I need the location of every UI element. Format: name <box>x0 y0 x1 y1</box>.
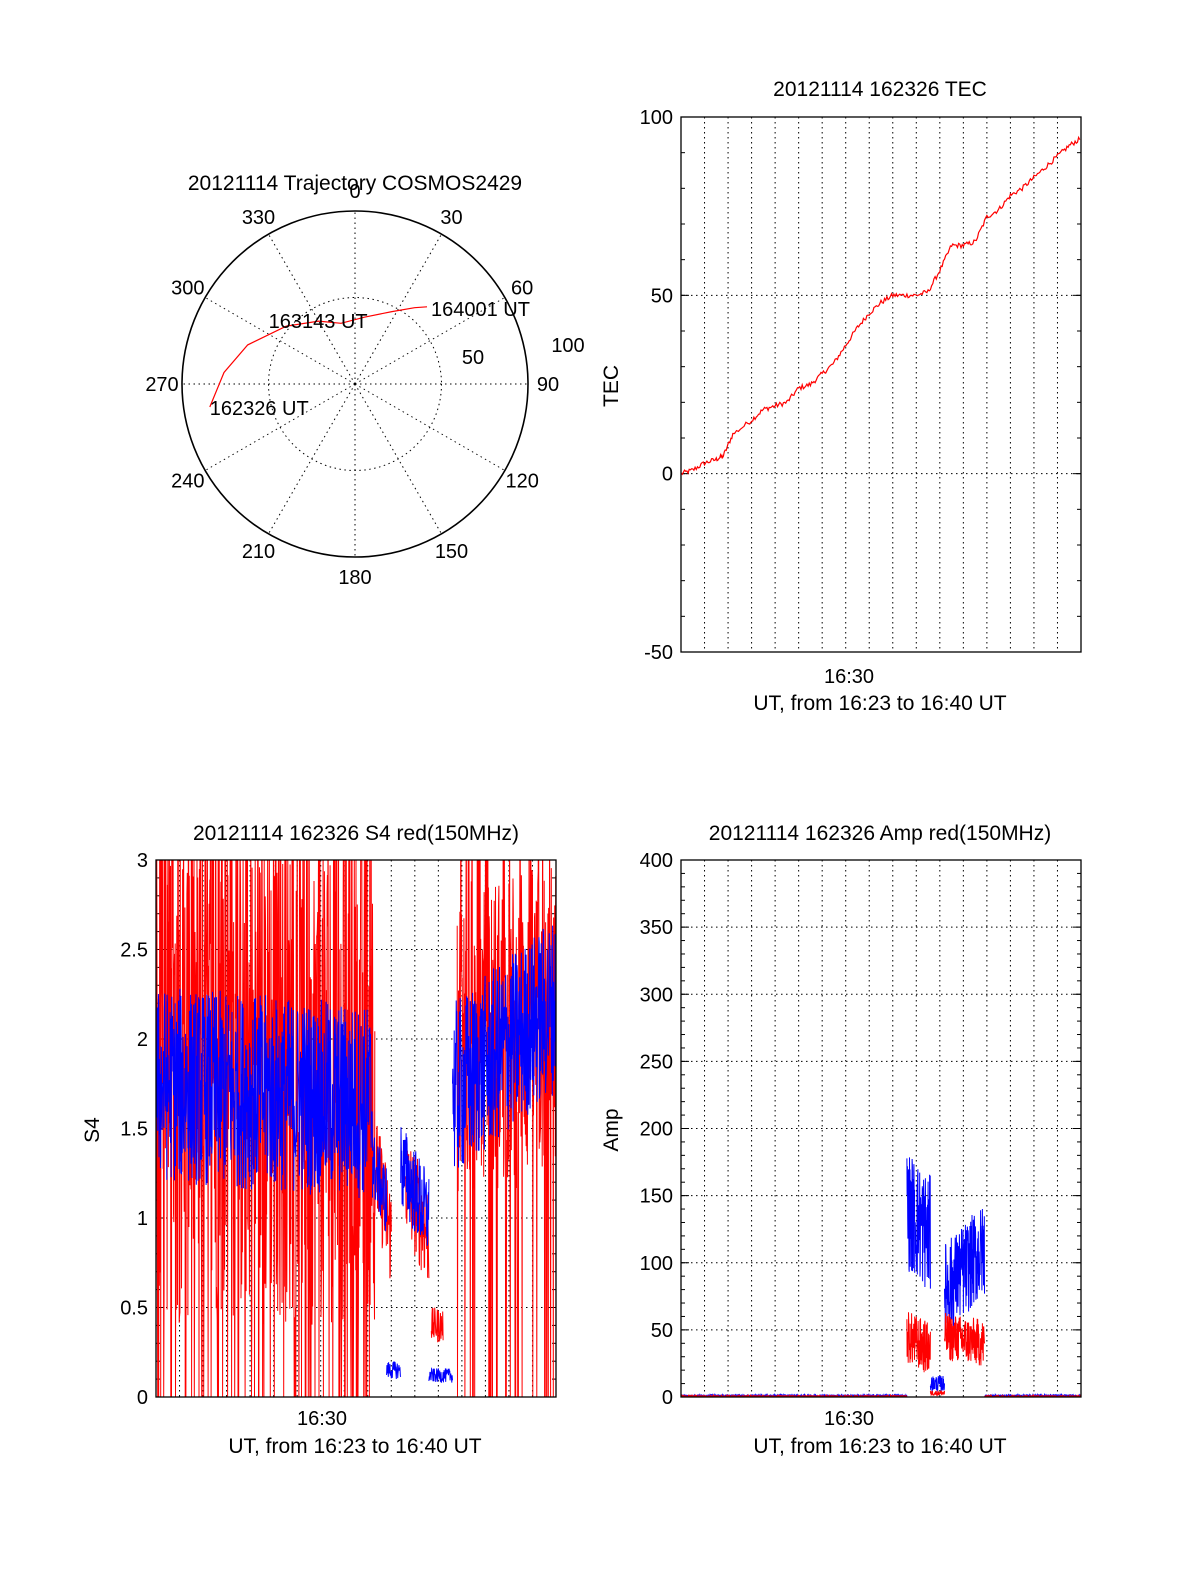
polar-spoke <box>354 233 442 385</box>
polar-spoke <box>204 383 356 471</box>
amp-blue-line <box>906 1157 931 1289</box>
polar-azimuth-label: 210 <box>242 541 275 563</box>
amp-ytick-label: 350 <box>640 917 673 939</box>
tec-ytick-label: 100 <box>640 107 673 129</box>
amp-xtick: 16:30 <box>824 1408 874 1430</box>
s4-blue-line <box>372 1137 388 1232</box>
polar-azimuth-label: 30 <box>440 207 462 229</box>
s4-title: 20121114 162326 S4 red(150MHz) <box>193 822 519 845</box>
polar-azimuth-label: 60 <box>511 278 533 300</box>
amp-ytick-label: 300 <box>640 984 673 1006</box>
s4-blue-line <box>428 1367 453 1383</box>
s4-frame <box>155 859 557 1398</box>
polar-azimuth-label: 180 <box>338 567 371 589</box>
polar-trajectory-line <box>209 306 428 408</box>
s4-ytick-label: 3 <box>137 850 148 872</box>
s4-ylabel: S4 <box>81 1117 104 1143</box>
s4-xlabel: UT, from 16:23 to 16:40 UT <box>228 1435 481 1458</box>
s4-ytick-label: 1 <box>137 1208 148 1230</box>
polar-spoke <box>268 383 356 535</box>
amp-ytick-label: 150 <box>640 1186 673 1208</box>
amp-ytick-label: 400 <box>640 850 673 872</box>
s4-xtick: 16:30 <box>297 1408 347 1430</box>
polar-azimuth-label: 0 <box>349 181 360 203</box>
polar-point-label: 164001 UT <box>431 299 530 321</box>
tec-xtick: 16:30 <box>824 666 874 688</box>
amp-blue-line <box>929 1375 945 1392</box>
polar-azimuth-label: 150 <box>435 541 468 563</box>
tec-series-line <box>680 135 1081 476</box>
tec-ytick-label: -50 <box>644 642 673 664</box>
amp-ylabel: Amp <box>600 1108 623 1151</box>
tec-title: 20121114 162326 TEC <box>773 78 987 101</box>
polar-spoke <box>354 383 506 471</box>
amp-ytick-label: 200 <box>640 1119 673 1141</box>
polar-outer-circle <box>181 210 529 558</box>
s4-red-line <box>430 1307 444 1343</box>
tec-ylabel: TEC <box>600 365 623 407</box>
s4-red-line <box>156 860 376 1397</box>
tec-xlabel: UT, from 16:23 to 16:40 UT <box>753 692 1006 715</box>
polar-azimuth-label: 300 <box>171 278 204 300</box>
polar-azimuth-label: 120 <box>505 471 538 493</box>
amp-ytick-label: 100 <box>640 1253 673 1275</box>
s4-blue-line <box>452 925 556 1168</box>
tec-panel: 20121114 162326 TEC TEC UT, from 16:23 t… <box>600 78 1082 715</box>
s4-blue-line <box>386 1361 402 1380</box>
s4-ytick-label: 2.5 <box>120 940 148 962</box>
amp-frame <box>680 859 1082 1398</box>
amp-ytick-label: 50 <box>651 1320 673 1342</box>
s4-panel: 20121114 162326 S4 red(150MHz) S4 UT, fr… <box>81 822 557 1458</box>
amp-red-line <box>906 1312 931 1373</box>
amp-title: 20121114 162326 Amp red(150MHz) <box>709 822 1051 845</box>
s4-blue-line <box>156 988 373 1199</box>
s4-ytick-label: 1.5 <box>120 1119 148 1141</box>
amp-ytick-label: 250 <box>640 1051 673 1073</box>
s4-ytick-label: 0.5 <box>120 1298 148 1320</box>
polar-spoke <box>204 297 356 385</box>
polar-trajectory-panel: 20121114 Trajectory COSMOS2429 0 30 60 90 12… <box>145 172 584 589</box>
amp-blue-line <box>944 1208 985 1336</box>
polar-point-label: 163143 UT <box>269 311 368 333</box>
tec-ytick-label: 50 <box>651 285 673 307</box>
polar-spoke <box>354 383 442 535</box>
amp-red-line <box>944 1312 985 1366</box>
s4-blue-line <box>400 1127 430 1246</box>
polar-spoke <box>354 297 506 385</box>
polar-azimuth-label: 240 <box>171 471 204 493</box>
tec-frame <box>680 116 1082 653</box>
s4-ytick-label: 0 <box>137 1387 148 1409</box>
tec-ytick-label: 0 <box>662 464 673 486</box>
polar-title: 20121114 Trajectory COSMOS2429 <box>188 172 522 195</box>
polar-point-label: 162326 UT <box>210 398 309 420</box>
polar-azimuth-label: 270 <box>145 374 178 396</box>
polar-radius-label: 50 <box>462 347 484 369</box>
s4-ytick-label: 2 <box>137 1029 148 1051</box>
polar-azimuth-label: 90 <box>537 374 559 396</box>
polar-azimuth-label: 330 <box>242 207 275 229</box>
polar-radius-label: 100 <box>551 335 584 357</box>
amp-xlabel: UT, from 16:23 to 16:40 UT <box>753 1435 1006 1458</box>
amp-red-line <box>929 1390 945 1397</box>
polar-spoke <box>268 233 356 385</box>
amp-panel: 20121114 162326 Amp red(150MHz) Amp UT, … <box>600 822 1082 1458</box>
amp-ytick-label: 0 <box>662 1387 673 1409</box>
